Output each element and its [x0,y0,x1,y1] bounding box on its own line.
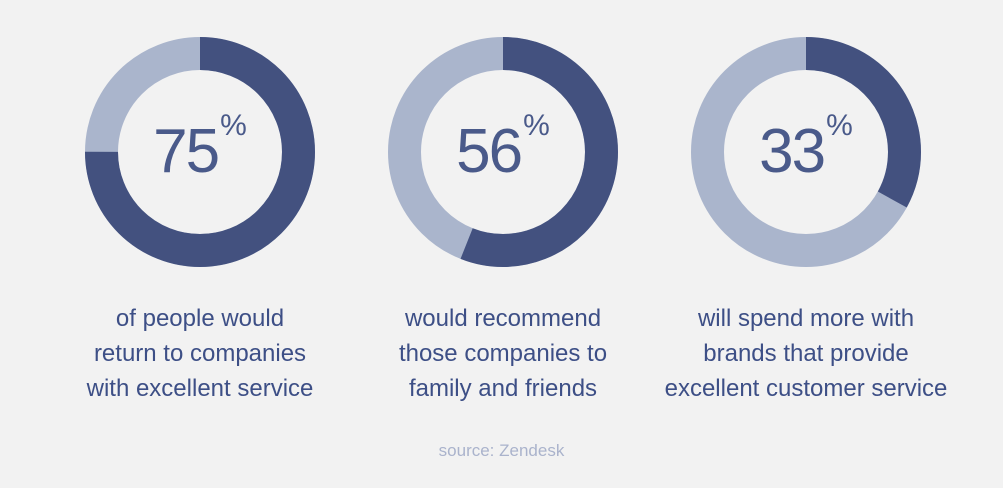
caption-3-line-3: excellent customer service [664,375,948,402]
donut-chart-1 [85,37,315,267]
caption-1-line-3: with excellent service [86,375,314,402]
donut-value-arc-3 [691,37,921,267]
caption-2: would recommend those companies to famil… [333,301,673,406]
caption-3: will spend more with brands that provide… [636,301,976,406]
caption-2-line-1: would recommend [404,305,602,332]
donut-svg-2 [388,37,618,267]
stat-block-2: 56 % would recommend those companies to … [353,0,653,430]
stat-block-1: 75 % of people would return to companies… [50,0,350,430]
donut-svg-1 [85,37,315,267]
caption-3-line-1: will spend more with [697,305,915,332]
stat-block-3: 33 % will spend more with brands that pr… [656,0,956,430]
caption-3-line-2: brands that provide [703,340,909,367]
caption-2-line-3: family and friends [408,375,598,402]
caption-1: of people would return to companies with… [30,301,370,406]
donut-chart-3 [691,37,921,267]
donut-value-arc-2 [388,37,618,267]
donut-value-arc-1 [85,37,315,267]
caption-2-line-2: those companies to [398,340,608,367]
caption-1-line-2: return to companies [93,340,307,367]
source-attribution: source: Zendesk [438,441,565,460]
caption-1-line-1: of people would [115,305,285,332]
donut-chart-2 [388,37,618,267]
donut-svg-3 [691,37,921,267]
